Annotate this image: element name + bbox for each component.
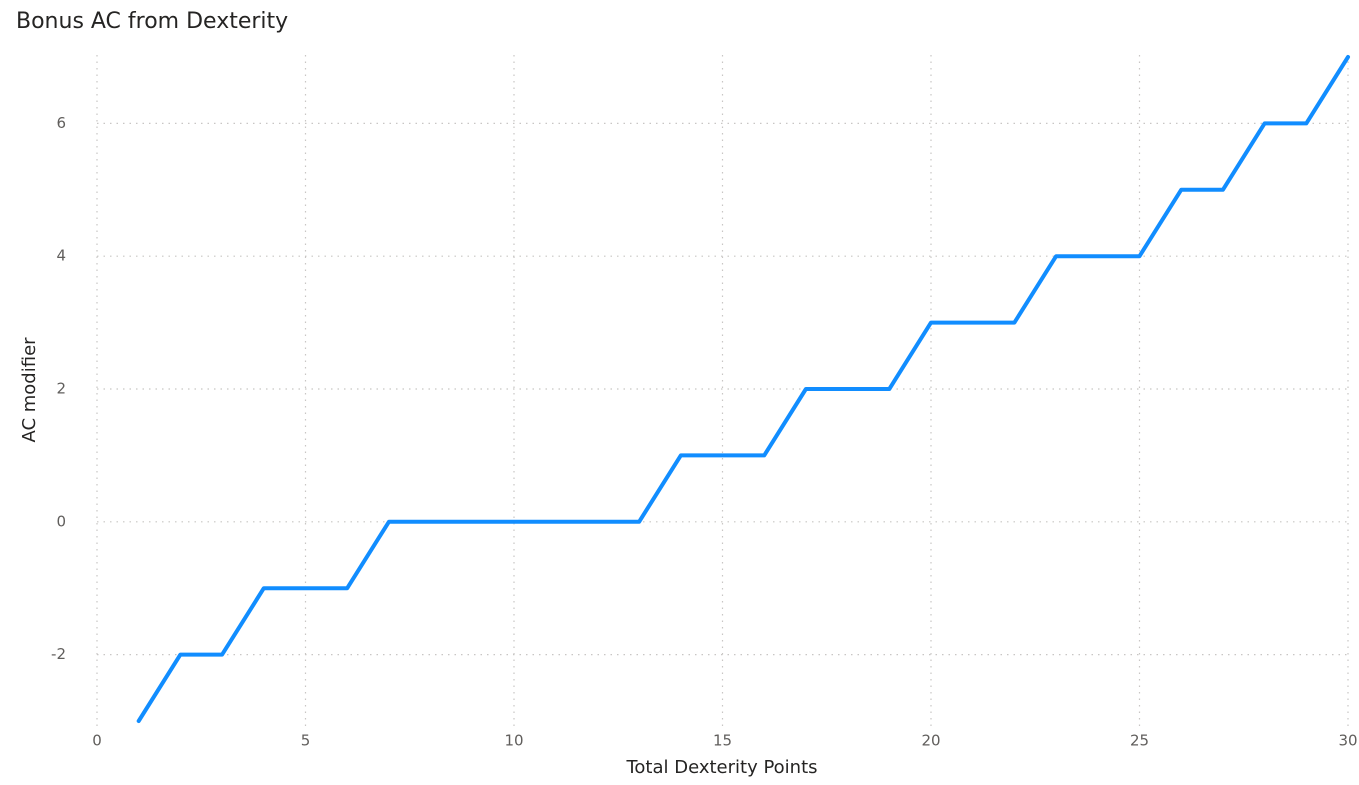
y-tick-label: -2 [51,645,66,663]
x-tick-label: 5 [301,732,311,750]
x-tick-label: 20 [921,732,940,750]
x-tick-label: 0 [92,732,102,750]
chart-title: Bonus AC from Dexterity [16,9,288,34]
y-tick-label: 4 [56,247,66,265]
x-tick-label: 30 [1338,732,1357,750]
y-tick-label: 6 [56,114,66,132]
x-tick-label: 10 [504,732,523,750]
x-tick-label: 25 [1130,732,1149,750]
y-axis-title: AC modifier [19,337,40,443]
x-axis-title: Total Dexterity Points [625,757,817,778]
x-tick-label: 15 [713,732,732,750]
y-tick-label: 0 [56,512,66,530]
y-tick-label: 2 [56,380,66,398]
line [136,55,1350,723]
